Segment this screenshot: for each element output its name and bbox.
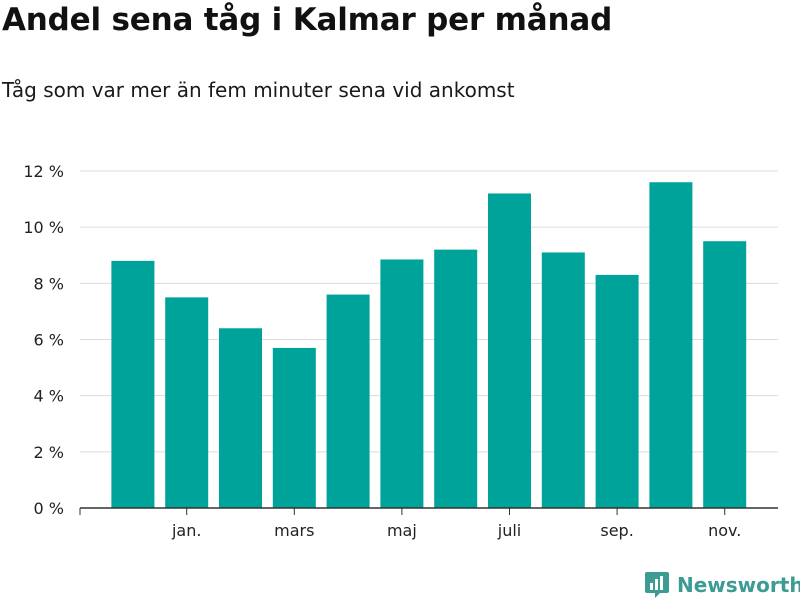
- y-tick-label: 4 %: [34, 387, 64, 406]
- bar: [219, 328, 262, 508]
- y-tick-label: 2 %: [34, 443, 64, 462]
- bar: [165, 297, 209, 508]
- bar: [326, 294, 370, 508]
- y-axis-labels: 0 % 2 % 4 % 6 % 8 % 10 % 12 %: [23, 162, 64, 518]
- brand-name: Newsworthy: [677, 573, 800, 597]
- bar: [272, 347, 316, 508]
- x-tick-label: mars: [274, 521, 314, 540]
- x-tick-label: juli: [497, 521, 521, 540]
- y-tick-label: 10 %: [23, 218, 64, 237]
- x-tick-label: jan.: [171, 521, 201, 540]
- bar: [434, 249, 478, 508]
- y-tick-label: 6 %: [34, 331, 64, 350]
- x-tick-label: nov.: [708, 521, 741, 540]
- x-axis: [79, 507, 778, 515]
- bar: [488, 193, 531, 508]
- x-axis-labels: jan. mars maj juli sep. nov.: [171, 521, 741, 540]
- newsworthy-logo-icon: [645, 572, 669, 598]
- bar: [380, 259, 424, 508]
- chart-title: Andel sena tåg i Kalmar per månad: [2, 2, 613, 38]
- x-tick-label: sep.: [600, 521, 633, 540]
- bar: [703, 241, 747, 509]
- bars: [111, 182, 747, 509]
- y-tick-label: 8 %: [34, 274, 64, 293]
- x-tick-label: maj: [387, 521, 417, 540]
- chart-subtitle: Tåg som var mer än fem minuter sena vid …: [2, 78, 515, 102]
- bar: [541, 252, 585, 508]
- bar: [111, 260, 155, 508]
- y-tick-label: 0 %: [34, 499, 64, 518]
- bar: [595, 274, 639, 508]
- bar: [649, 182, 693, 508]
- brand-logo: Newsworthy: [644, 570, 800, 600]
- y-tick-label: 12 %: [23, 162, 64, 181]
